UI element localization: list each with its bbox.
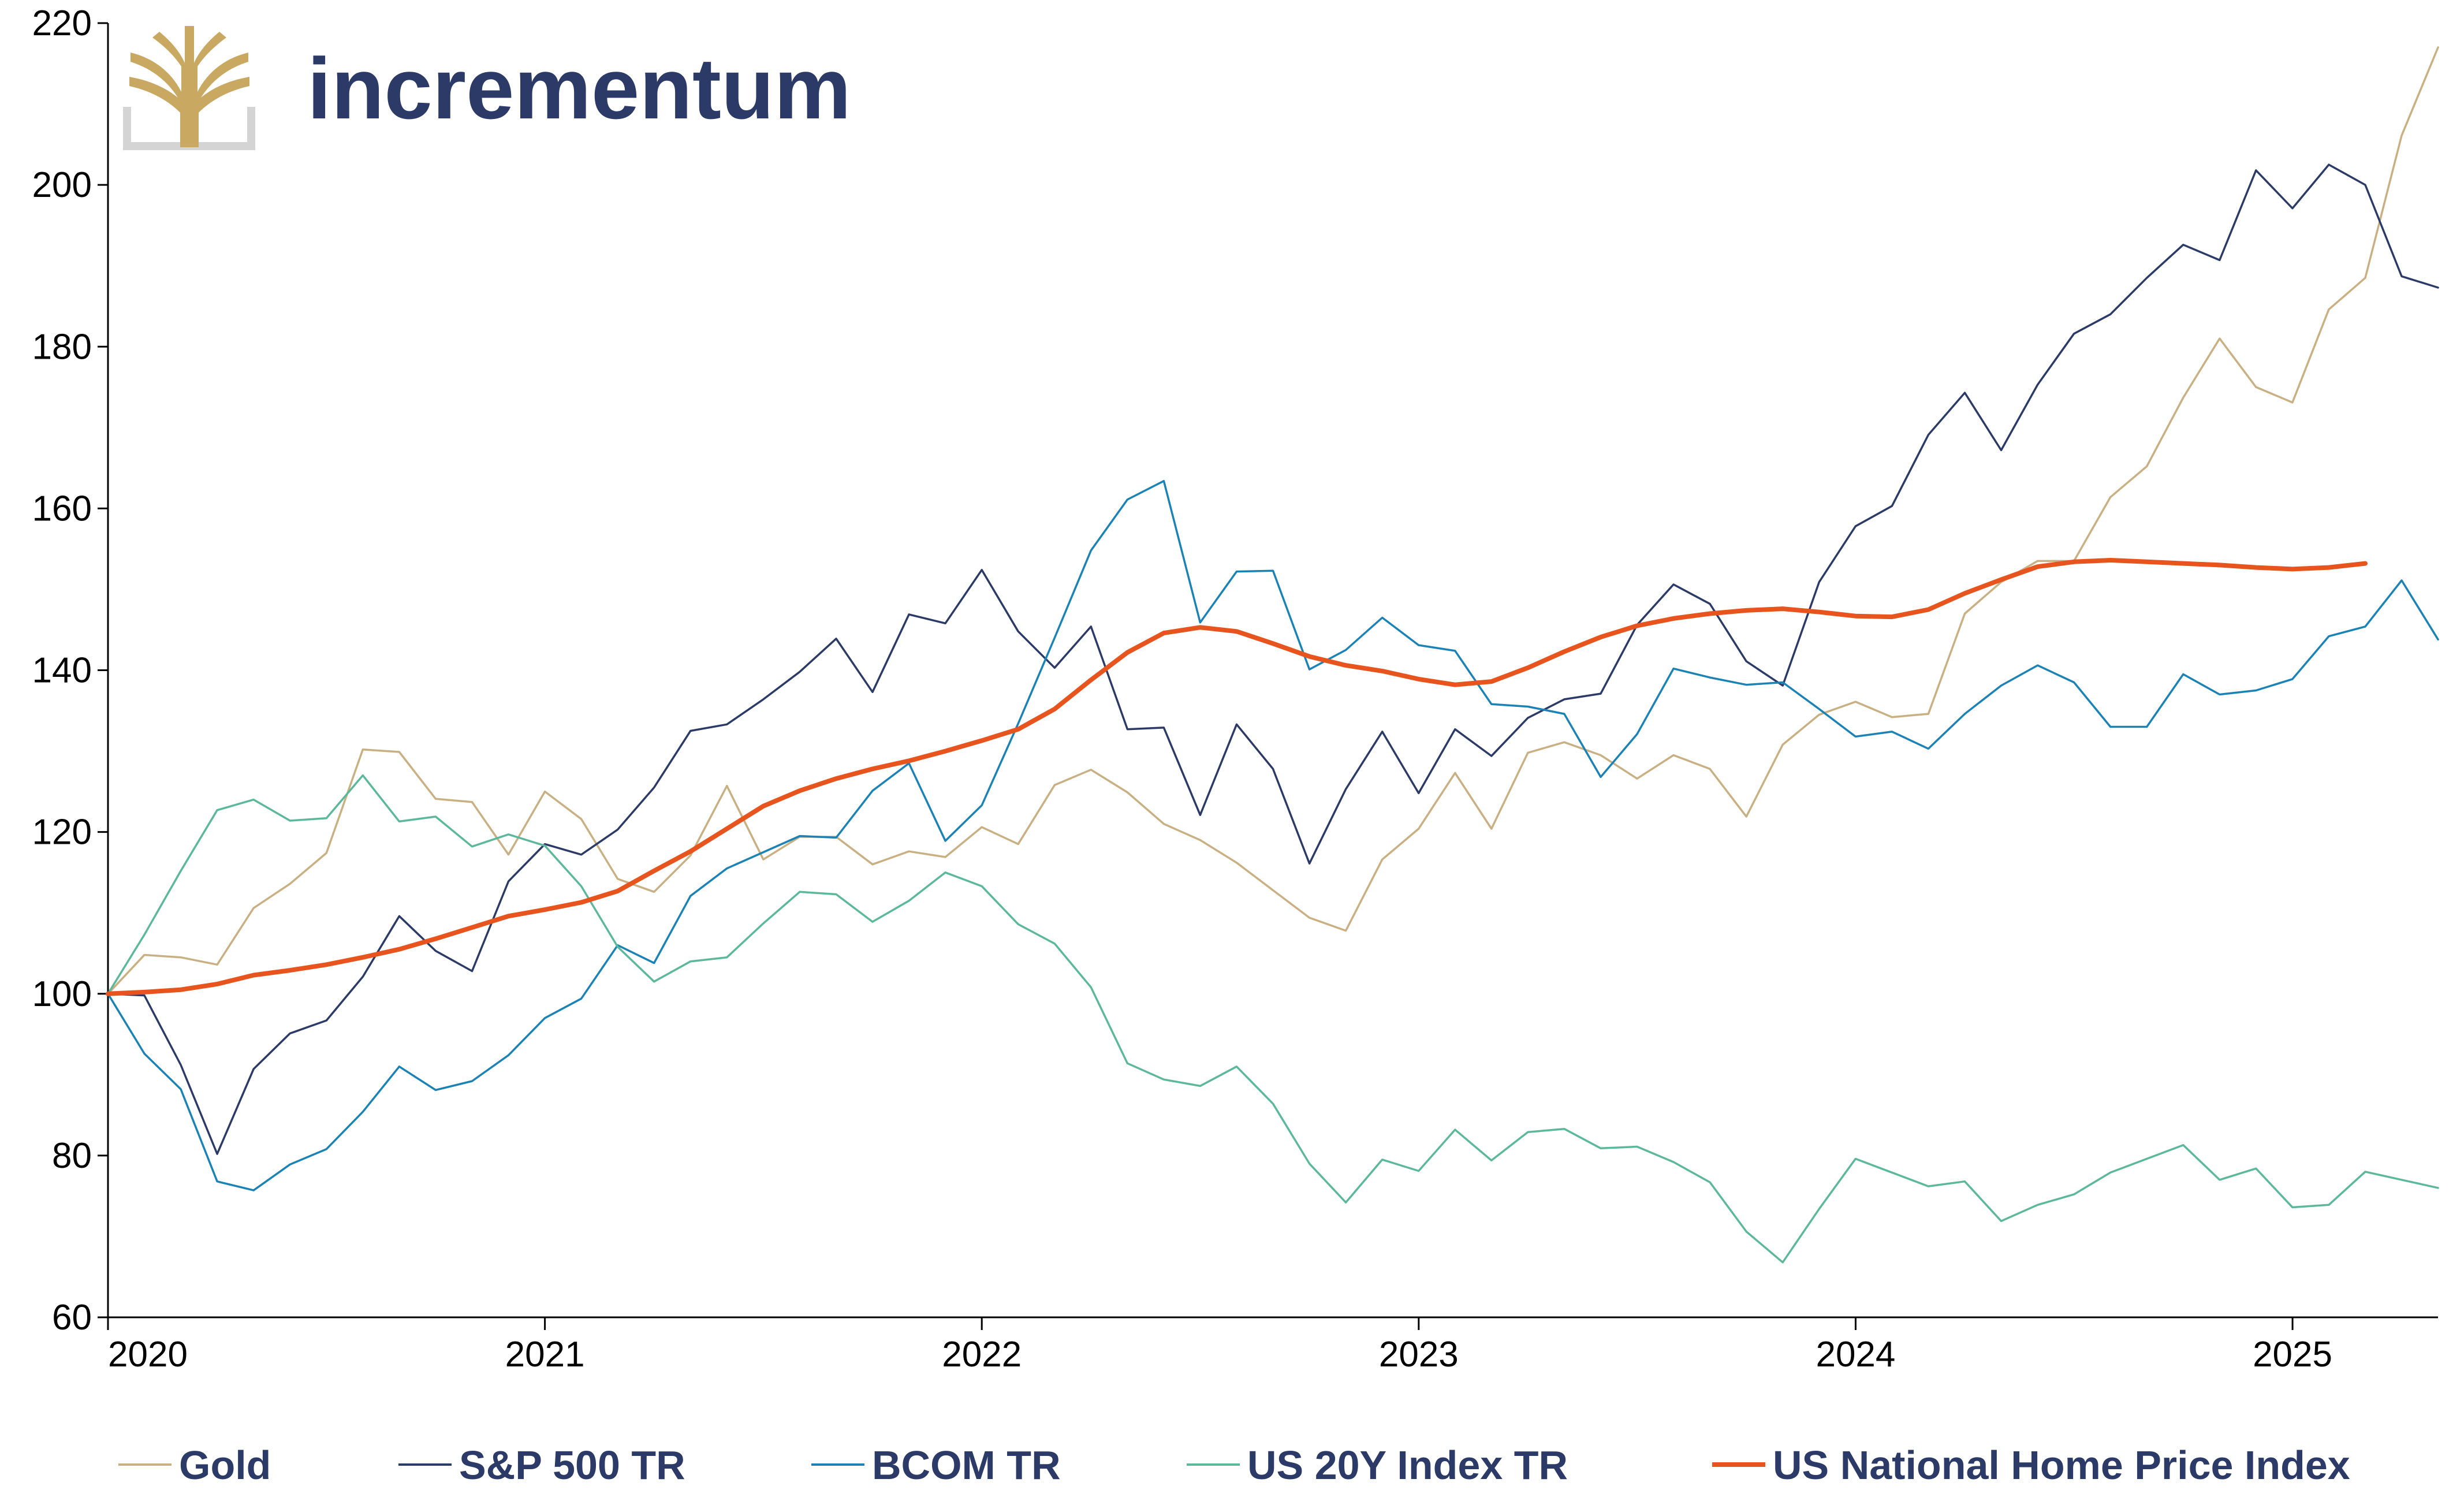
incrementum-logo [123,26,255,150]
x-tick-label: 2023 [1379,1335,1459,1374]
brand-name: incrementum [307,40,851,137]
y-tick-label: 80 [52,1136,92,1176]
y-tick-label: 120 [32,813,92,852]
series-layer [106,46,2439,1264]
legend-label-us-20y-index-tr: US 20Y Index TR [1247,1443,1568,1488]
legend-label-gold: Gold [179,1443,271,1488]
series-line-us-20y-index-tr [107,774,2439,1264]
x-tick-label: 2021 [505,1335,585,1374]
y-tick-label: 100 [32,974,92,1014]
y-tick-label: 180 [32,327,92,367]
legend-label-s-p-500-tr: S&P 500 TR [459,1443,685,1488]
y-tick-label: 60 [52,1298,92,1338]
x-tick-label: 2025 [2253,1335,2332,1374]
x-tick-label: 2020 [108,1335,188,1374]
series-line-bcom-tr [107,480,2439,1191]
legend-label-bcom-tr: BCOM TR [872,1443,1061,1488]
series-line-us-national-home-price-index [106,558,2368,996]
tree-icon [129,26,249,147]
series-line-gold [107,46,2439,995]
y-tick-label: 200 [32,165,92,205]
y-tick-label: 140 [32,651,92,691]
y-tick-label: 220 [32,3,92,43]
legend: Gold S&P 500 TR BCOM TR US 20Y Index TR US N… [118,1443,2350,1488]
x-tick-label: 2024 [1816,1335,1895,1374]
x-tick-label: 2022 [942,1335,1022,1374]
series-line-s-p-500-tr [107,163,2439,1155]
y-tick-label: 160 [32,489,92,528]
axes: 60 80 100 120 140 160 180 200 220 2020 2021 2022 202… [32,3,2438,1374]
legend-label-us-national-home-price-index: US National Home Price Index [1773,1443,2350,1488]
